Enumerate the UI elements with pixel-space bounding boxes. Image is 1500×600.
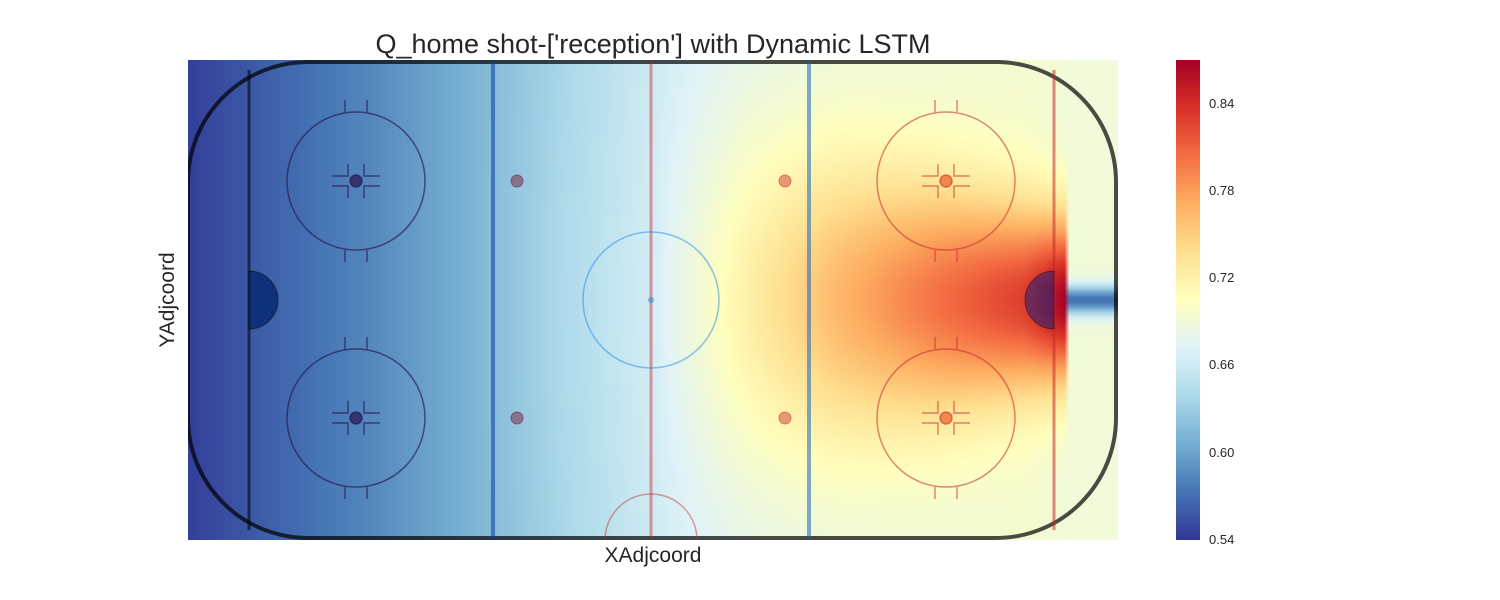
center-circle [582, 231, 720, 369]
neutral-dot [510, 174, 524, 188]
faceoff-circle-left-bottom [286, 337, 426, 499]
colorbar-tick-label: 0.54 [1209, 532, 1235, 547]
neutral-dot [778, 174, 792, 188]
neutral-dot [510, 411, 524, 425]
neutral-dot [778, 411, 792, 425]
referee-crease [604, 493, 698, 540]
colorbar-tick-label: 0.78 [1209, 182, 1235, 198]
colorbar-tick-label: 0.72 [1209, 270, 1235, 286]
faceoff-circle-right-bottom [876, 337, 1016, 499]
rink-diagram [188, 60, 1118, 540]
y-axis-label: YAdjcoord [156, 252, 179, 348]
x-axis-label: XAdjcoord [604, 544, 702, 567]
faceoff-circle-left-top [286, 100, 426, 262]
rink-boards [188, 60, 1118, 540]
goal-crease-left [248, 270, 279, 330]
goal-crease-right [1024, 270, 1055, 330]
colorbar-tick-label: 0.84 [1209, 95, 1235, 111]
colorbar-tick-label: 0.66 [1209, 357, 1235, 373]
center-dot [648, 297, 654, 303]
chart-title: Q_home shot-['reception'] with Dynamic L… [375, 29, 931, 59]
colorbar [1176, 60, 1200, 540]
faceoff-circle-right-top [876, 100, 1016, 262]
colorbar-tick-label: 0.60 [1209, 444, 1235, 460]
